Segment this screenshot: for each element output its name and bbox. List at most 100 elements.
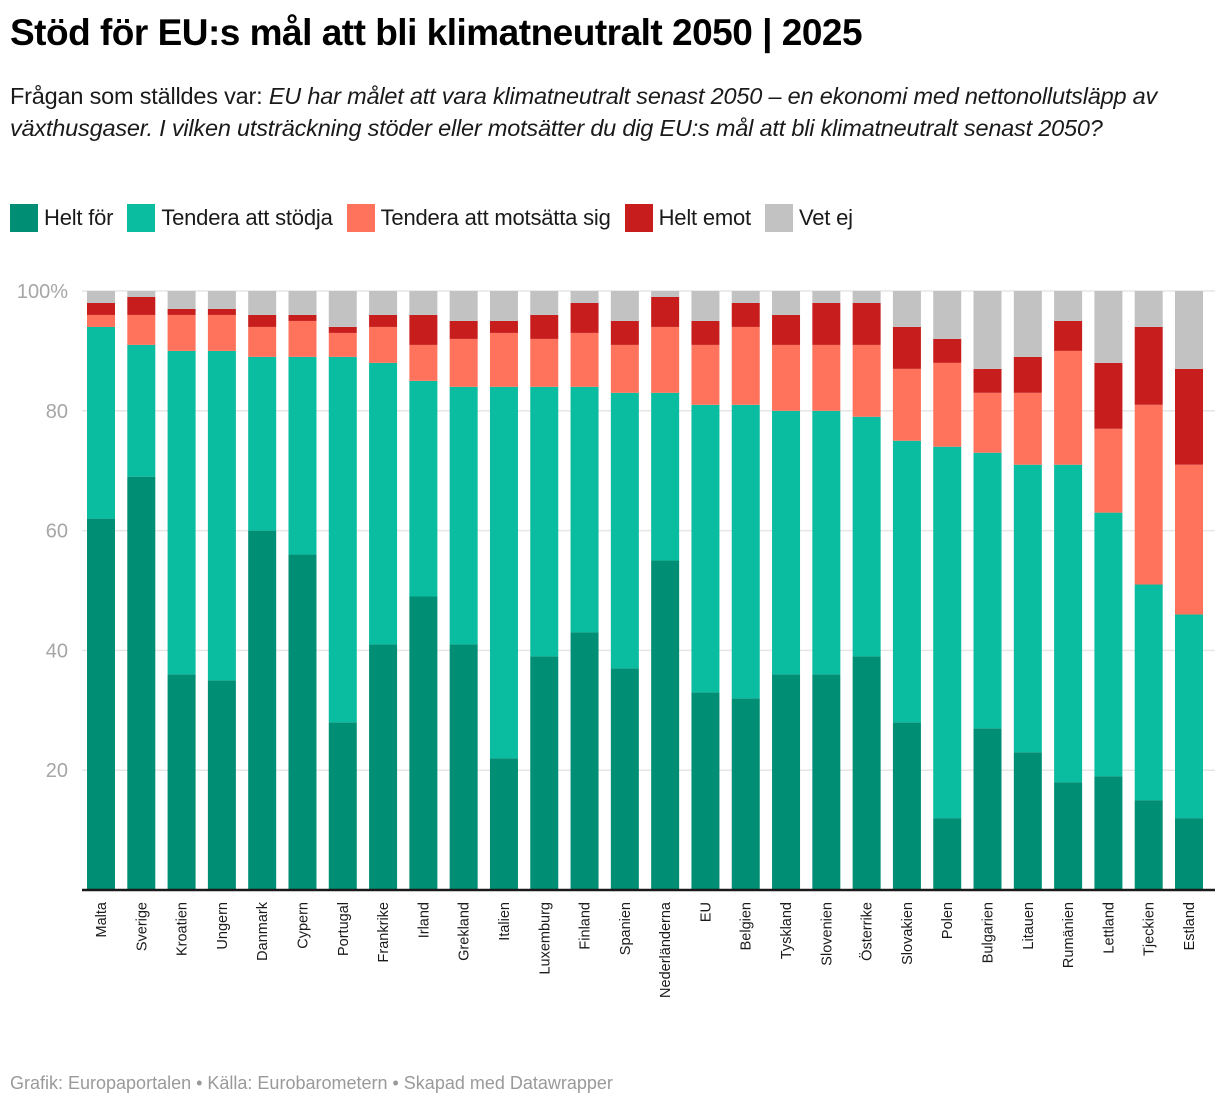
- bar-segment[interactable]: [167, 674, 196, 890]
- bar-segment[interactable]: [1134, 584, 1163, 801]
- bar-segment[interactable]: [87, 518, 115, 890]
- bar-segment[interactable]: [892, 722, 921, 890]
- bar-segment[interactable]: [449, 320, 478, 339]
- bar-group[interactable]: [691, 291, 720, 890]
- bar-segment[interactable]: [570, 332, 599, 387]
- legend-item-helt-for[interactable]: Helt för: [10, 204, 114, 232]
- bar-group[interactable]: [812, 291, 841, 890]
- bar-segment[interactable]: [610, 291, 639, 321]
- bar-segment[interactable]: [1013, 752, 1042, 890]
- bar-segment[interactable]: [127, 344, 156, 477]
- bar-segment[interactable]: [207, 350, 236, 681]
- bar-segment[interactable]: [570, 291, 599, 303]
- bar-group[interactable]: [731, 291, 760, 890]
- bar-group[interactable]: [167, 291, 196, 890]
- bar-segment[interactable]: [489, 291, 518, 321]
- bar-segment[interactable]: [127, 296, 156, 315]
- bar-segment[interactable]: [409, 314, 438, 345]
- bar-segment[interactable]: [892, 326, 921, 369]
- bar-segment[interactable]: [973, 392, 1002, 453]
- bar-segment[interactable]: [87, 326, 115, 519]
- bar-segment[interactable]: [449, 338, 478, 387]
- bar-segment[interactable]: [1013, 464, 1042, 753]
- bar-segment[interactable]: [489, 386, 518, 759]
- bar-segment[interactable]: [933, 291, 962, 339]
- bar-segment[interactable]: [973, 368, 1002, 393]
- bar-segment[interactable]: [812, 674, 841, 890]
- bar-segment[interactable]: [570, 386, 599, 633]
- bar-segment[interactable]: [489, 320, 518, 333]
- bar-segment[interactable]: [812, 302, 841, 345]
- bar-segment[interactable]: [328, 326, 357, 333]
- bar-segment[interactable]: [288, 314, 317, 321]
- bar-group[interactable]: [852, 291, 881, 890]
- bar-segment[interactable]: [167, 350, 196, 675]
- bar-segment[interactable]: [369, 362, 398, 645]
- bar-segment[interactable]: [87, 302, 115, 315]
- bar-segment[interactable]: [489, 758, 518, 890]
- bar-segment[interactable]: [731, 302, 760, 327]
- bar-group[interactable]: [489, 291, 518, 890]
- bar-group[interactable]: [1013, 291, 1042, 890]
- bar-segment[interactable]: [772, 291, 801, 315]
- bar-segment[interactable]: [328, 291, 357, 327]
- bar-segment[interactable]: [207, 308, 236, 315]
- bar-segment[interactable]: [973, 728, 1002, 890]
- bar-segment[interactable]: [248, 530, 277, 890]
- bar-segment[interactable]: [1054, 320, 1083, 351]
- legend-item-tendera-att-stodja[interactable]: Tendera att stödja: [127, 204, 333, 232]
- bar-segment[interactable]: [409, 344, 438, 381]
- legend-item-tendera-att-motsatta-sig[interactable]: Tendera att motsätta sig: [346, 204, 611, 232]
- bar-segment[interactable]: [933, 818, 962, 890]
- bar-segment[interactable]: [691, 692, 720, 890]
- bar-segment[interactable]: [87, 291, 115, 303]
- bar-segment[interactable]: [812, 344, 841, 411]
- bar-segment[interactable]: [1054, 464, 1083, 783]
- bar-segment[interactable]: [369, 314, 398, 327]
- bar-segment[interactable]: [772, 344, 801, 411]
- bar-segment[interactable]: [207, 291, 236, 309]
- bar-segment[interactable]: [1134, 326, 1163, 405]
- bar-segment[interactable]: [691, 291, 720, 321]
- bar-group[interactable]: [892, 291, 921, 890]
- bar-segment[interactable]: [1013, 291, 1042, 357]
- bar-segment[interactable]: [530, 314, 559, 339]
- bar-segment[interactable]: [610, 320, 639, 345]
- bar-segment[interactable]: [651, 296, 680, 327]
- bar-segment[interactable]: [530, 291, 559, 315]
- bar-segment[interactable]: [127, 476, 156, 890]
- bar-segment[interactable]: [1013, 356, 1042, 393]
- bar-segment[interactable]: [973, 452, 1002, 729]
- bar-group[interactable]: [369, 291, 398, 890]
- bar-segment[interactable]: [610, 668, 639, 890]
- bar-group[interactable]: [1175, 291, 1203, 890]
- bar-group[interactable]: [530, 291, 559, 890]
- bar-segment[interactable]: [1013, 392, 1042, 465]
- bar-segment[interactable]: [570, 632, 599, 890]
- bar-segment[interactable]: [651, 291, 680, 297]
- bar-group[interactable]: [87, 291, 115, 890]
- bar-segment[interactable]: [852, 656, 881, 890]
- bar-segment[interactable]: [369, 291, 398, 315]
- bar-segment[interactable]: [1094, 362, 1123, 429]
- bar-segment[interactable]: [1054, 782, 1083, 890]
- bar-segment[interactable]: [489, 332, 518, 387]
- bar-segment[interactable]: [651, 392, 680, 561]
- bar-group[interactable]: [1054, 291, 1083, 890]
- bar-segment[interactable]: [1134, 800, 1163, 890]
- bar-segment[interactable]: [570, 302, 599, 333]
- bar-segment[interactable]: [248, 314, 277, 327]
- bar-segment[interactable]: [409, 380, 438, 597]
- bar-segment[interactable]: [1054, 291, 1083, 321]
- bar-segment[interactable]: [1094, 512, 1123, 777]
- bar-segment[interactable]: [1094, 291, 1123, 363]
- bar-segment[interactable]: [892, 440, 921, 723]
- bar-group[interactable]: [409, 291, 438, 890]
- bar-segment[interactable]: [449, 386, 478, 645]
- bar-segment[interactable]: [449, 291, 478, 321]
- bar-segment[interactable]: [852, 344, 881, 417]
- bar-segment[interactable]: [610, 344, 639, 393]
- bar-segment[interactable]: [127, 314, 156, 345]
- bar-segment[interactable]: [691, 320, 720, 345]
- bar-segment[interactable]: [731, 698, 760, 890]
